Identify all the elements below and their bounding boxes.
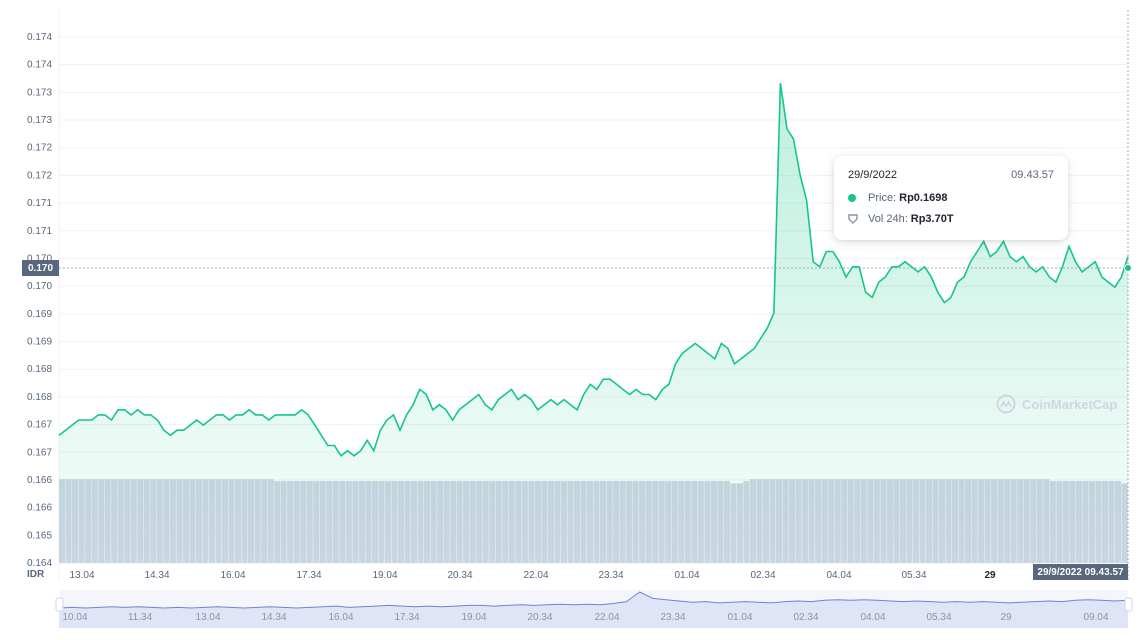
x-tick-label: 19.04: [372, 570, 397, 581]
navigator-tick-label: 04.04: [860, 612, 885, 623]
navigator-tick-label: 19.04: [461, 612, 486, 623]
x-tick-label: 23.34: [598, 570, 623, 581]
y-tick-label: 0.168: [27, 364, 52, 375]
navigator-tick-label: 16.04: [328, 612, 353, 623]
y-tick-label: 0.173: [27, 87, 52, 98]
x-tick-label: 13.04: [69, 570, 94, 581]
price-tooltip: 29/9/2022 09.43.57 Price: Rp0.1698 Vol 2…: [834, 156, 1068, 240]
x-tick-label: 14.34: [144, 570, 169, 581]
navigator-ticks: 10.04 11.34 13.04 14.34 16.04 17.34 19.04 20.34…: [62, 612, 1108, 623]
navigator-tick-label: 01.04: [727, 612, 752, 623]
navigator-tick-label: 14.34: [261, 612, 286, 623]
navigator-tick-label: 09.04: [1083, 612, 1108, 623]
tooltip-volume-row: Vol 24h: Rp3.70T: [848, 213, 954, 225]
navigator-line: [58, 591, 1129, 609]
currency-label: IDR: [27, 569, 45, 580]
navigator-tick-label: 22.04: [594, 612, 619, 623]
navigator-area: [59, 592, 1128, 628]
y-tick-label: 0.166: [27, 503, 52, 514]
tooltip-price-row: Price: Rp0.1698: [848, 192, 947, 204]
navigator-tick-label: 23.34: [660, 612, 685, 623]
price-dot-icon: [848, 194, 856, 202]
y-tick-label: 0.170: [27, 253, 52, 264]
y-tick-label: 0.171: [27, 226, 52, 237]
watermark-text: CoinMarketCap: [1022, 396, 1118, 412]
tooltip-time: 09.43.57: [1011, 169, 1054, 181]
navigator-left-handle[interactable]: [55, 597, 64, 612]
navigator-tick-label: 05.34: [926, 612, 951, 623]
y-tick-label: 0.164: [27, 558, 52, 569]
y-tick-label: 0.174: [27, 32, 52, 43]
y-axis-ticks: 0.174 0.174 0.173 0.173 0.172 0.172 0.171 0.171…: [27, 32, 52, 569]
tooltip-date: 29/9/2022: [848, 169, 897, 181]
navigator-tick-label: 29: [1000, 612, 1012, 623]
coinmarketcap-logo-icon: [996, 394, 1016, 414]
x-axis-ticks: 13.04 14.34 16.04 17.34 19.04 20.34 22.04 23.34…: [69, 570, 996, 581]
y-tick-label: 0.173: [27, 115, 52, 126]
navigator-tick-label: 20.34: [527, 612, 552, 623]
tooltip-price-label: Price:: [868, 192, 897, 204]
y-tick-label: 0.169: [27, 337, 52, 348]
y-tick-label: 0.172: [27, 170, 52, 181]
navigator-tick-label: 13.04: [195, 612, 220, 623]
current-time-badge: 29/9/2022 09.43.57: [1033, 564, 1128, 580]
x-tick-label: 20.34: [447, 570, 472, 581]
current-price-point: [1124, 264, 1132, 272]
y-tick-label: 0.167: [27, 420, 52, 431]
navigator-tick-label: 02.34: [793, 612, 818, 623]
coinmarketcap-watermark: CoinMarketCap: [996, 394, 1117, 414]
x-tick-label: 05.34: [901, 570, 926, 581]
y-tick-label: 0.170: [27, 281, 52, 292]
x-tick-label: 04.04: [826, 570, 851, 581]
x-tick-label: 29: [984, 570, 996, 581]
tooltip-price-value: Rp0.1698: [899, 192, 948, 204]
tooltip-volume-value: Rp3.70T: [910, 213, 954, 225]
y-tick-label: 0.167: [27, 447, 52, 458]
y-tick-label: 0.165: [27, 530, 52, 541]
x-tick-label: 16.04: [220, 570, 245, 581]
price-line: [58, 82, 1129, 457]
navigator-tick-label: 11.34: [128, 612, 153, 623]
current-price-badge: 0.170: [22, 260, 59, 276]
y-tick-label: 0.172: [27, 143, 52, 154]
y-tick-label: 0.174: [27, 60, 52, 71]
y-tick-label: 0.166: [27, 475, 52, 486]
x-tick-label: 17.34: [296, 570, 321, 581]
volume-shield-icon: [848, 214, 858, 224]
navigator-tick-label: 17.34: [394, 612, 419, 623]
navigator-right-handle[interactable]: [1124, 597, 1133, 612]
x-tick-label: 01.04: [674, 570, 699, 581]
x-tick-label: 22.04: [523, 570, 548, 581]
navigator-tick-label: 10.04: [62, 612, 87, 623]
y-tick-label: 0.171: [27, 198, 52, 209]
y-tick-label: 0.168: [27, 392, 52, 403]
price-area: [59, 83, 1128, 563]
time-navigator[interactable]: 10.04 11.34 13.04 14.34 16.04 17.34 19.04 20.34…: [55, 590, 1133, 628]
x-tick-label: 02.34: [750, 570, 775, 581]
y-tick-label: 0.169: [27, 309, 52, 320]
tooltip-volume-label: Vol 24h:: [868, 213, 908, 225]
